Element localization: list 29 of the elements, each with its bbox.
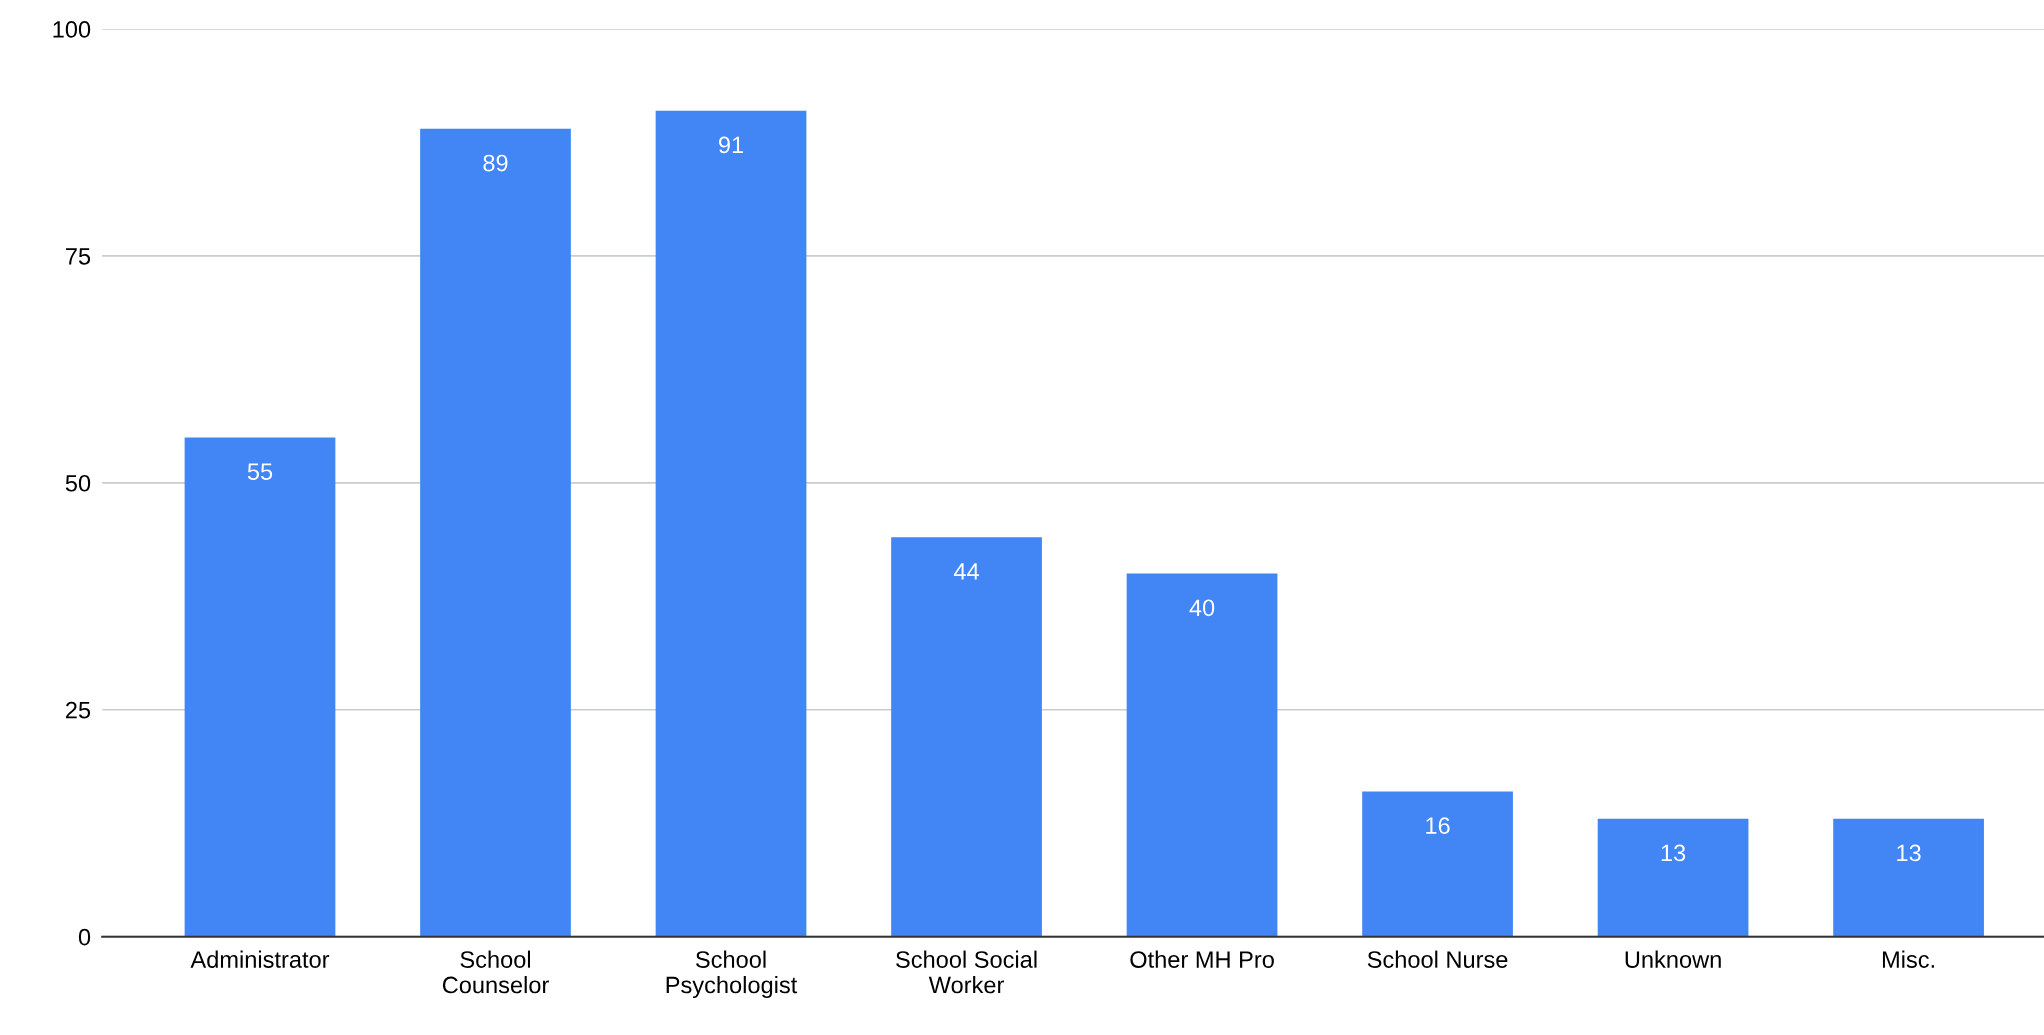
data-label: 16	[1426, 817, 1450, 834]
y-tick-label: 50	[65, 474, 91, 492]
bar	[655, 110, 807, 937]
data-label: 89	[483, 154, 508, 172]
bar	[1126, 573, 1278, 937]
data-label: 13	[1661, 844, 1686, 862]
bar	[1833, 818, 1984, 937]
bar	[184, 437, 336, 937]
bar	[420, 128, 571, 937]
data-label: 40	[1189, 599, 1215, 617]
x-tick-label: Misc.	[1882, 950, 1934, 968]
data-label: 44	[953, 563, 979, 580]
x-tick-label: School Social Worker	[896, 950, 1037, 994]
y-tick-label: 100	[53, 21, 91, 38]
bar	[1362, 791, 1513, 937]
bar	[891, 537, 1042, 937]
data-label: 13	[1897, 844, 1921, 862]
x-tick-label: School Psychologist	[666, 950, 798, 999]
data-label: 55	[247, 463, 273, 480]
x-tick-label: Other MH Pro	[1130, 950, 1274, 968]
y-tick-label: 0	[78, 928, 91, 946]
y-tick-label: 75	[66, 248, 91, 265]
y-tick-label: 25	[66, 701, 91, 719]
bar	[1597, 818, 1749, 937]
x-tick-label: School Nurse	[1367, 950, 1508, 968]
x-tick-label: Unknown	[1625, 950, 1721, 968]
data-label: 91	[718, 136, 743, 154]
x-tick-label: Administrator	[190, 950, 330, 968]
x-tick-label: School Counselor	[442, 950, 549, 994]
